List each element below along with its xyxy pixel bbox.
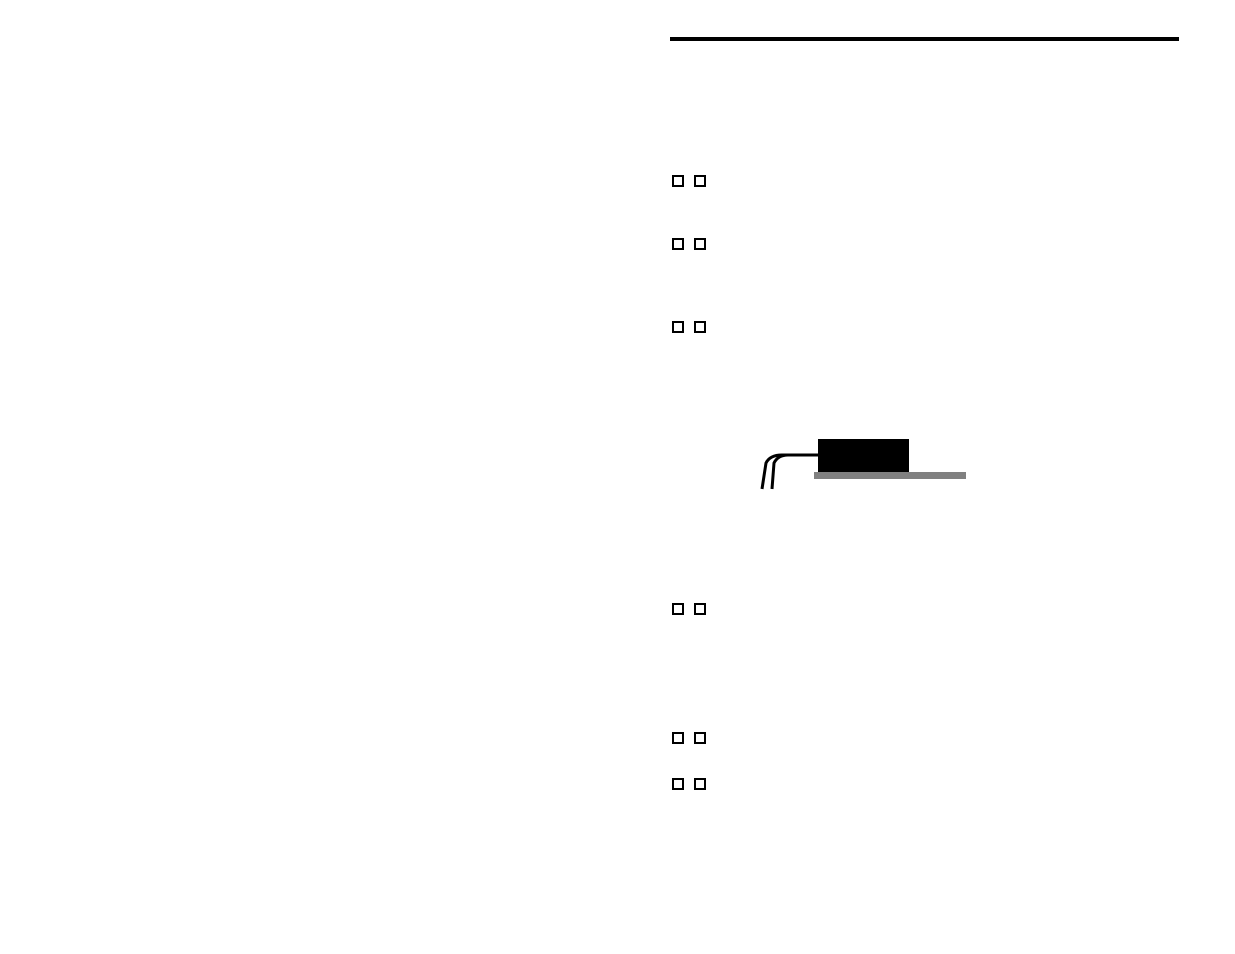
page	[0, 0, 1235, 954]
checkbox-row-3	[672, 318, 712, 336]
device-tray-icon	[814, 472, 966, 479]
checkbox-icon	[672, 238, 684, 250]
checkbox-icon	[672, 732, 684, 744]
checkbox-icon	[672, 175, 684, 187]
checkbox-row-1	[672, 172, 712, 190]
device-illustration	[752, 439, 1002, 499]
checkbox-icon	[672, 603, 684, 615]
header-rule	[670, 37, 1179, 41]
checkbox-row-4	[672, 600, 712, 618]
checkbox-icon	[694, 321, 706, 333]
checkbox-icon	[694, 175, 706, 187]
checkbox-row-6	[672, 775, 712, 793]
checkbox-icon	[672, 321, 684, 333]
checkbox-icon	[694, 238, 706, 250]
checkbox-icon	[694, 732, 706, 744]
device-box-icon	[818, 439, 909, 472]
checkbox-icon	[694, 778, 706, 790]
checkbox-row-5	[672, 729, 712, 747]
checkbox-icon	[694, 603, 706, 615]
checkbox-icon	[672, 778, 684, 790]
checkbox-row-2	[672, 235, 712, 253]
